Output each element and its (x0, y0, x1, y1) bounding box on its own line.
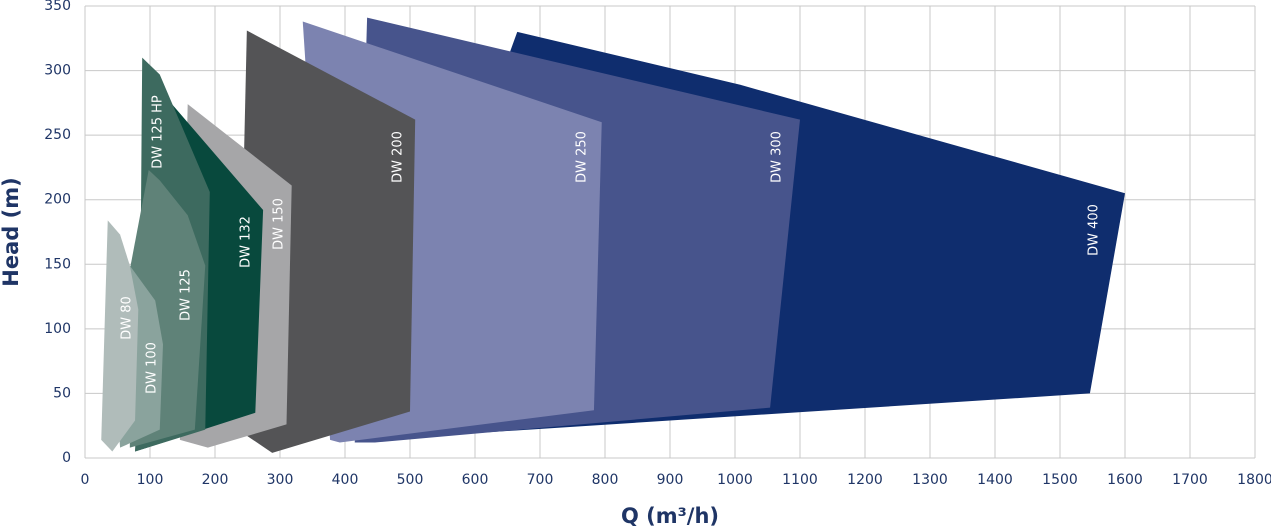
y-tick-label: 50 (53, 385, 71, 401)
y-tick-label: 150 (44, 256, 71, 272)
y-tick-label: 200 (44, 192, 71, 208)
x-tick-label: 1500 (1042, 472, 1078, 488)
y-tick-label: 350 (44, 0, 71, 14)
y-tick-label: 300 (44, 63, 71, 79)
series-label: DW 400 (1087, 204, 1102, 256)
series-label: DW 100 (145, 342, 160, 394)
x-tick-label: 1000 (717, 472, 753, 488)
series-label: DW 80 (120, 296, 135, 340)
x-tick-label: 300 (267, 472, 294, 488)
y-axis-title: Head (m) (0, 177, 23, 286)
x-tick-label: 800 (592, 472, 619, 488)
x-tick-label: 1800 (1237, 472, 1271, 488)
x-tick-label: 900 (657, 472, 684, 488)
x-tick-label: 1700 (1172, 472, 1208, 488)
y-tick-label: 100 (44, 321, 71, 337)
series-label: DW 300 (770, 131, 785, 183)
x-tick-label: 1600 (1107, 472, 1143, 488)
envelope (101, 220, 139, 452)
x-tick-label: 700 (527, 472, 554, 488)
y-tick-label: 0 (62, 450, 71, 466)
series-label: DW 125 HP (151, 95, 166, 169)
x-tick-label: 0 (81, 472, 90, 488)
x-tick-label: 100 (137, 472, 164, 488)
x-tick-label: 600 (462, 472, 489, 488)
x-axis-title: Q (m³/h) (621, 504, 719, 528)
series-label: DW 125 (179, 269, 194, 321)
x-tick-label: 1100 (782, 472, 818, 488)
x-tick-label: 1400 (977, 472, 1013, 488)
series-label: DW 250 (575, 131, 590, 183)
series-label: DW 132 (239, 216, 254, 268)
x-tick-label: 400 (332, 472, 359, 488)
x-tick-label: 1200 (847, 472, 883, 488)
x-tick-label: 1300 (912, 472, 948, 488)
x-tick-label: 500 (397, 472, 424, 488)
series-label: DW 150 (272, 198, 287, 250)
x-tick-label: 200 (202, 472, 229, 488)
y-tick-label: 250 (44, 127, 71, 143)
series-label: DW 200 (391, 131, 406, 183)
